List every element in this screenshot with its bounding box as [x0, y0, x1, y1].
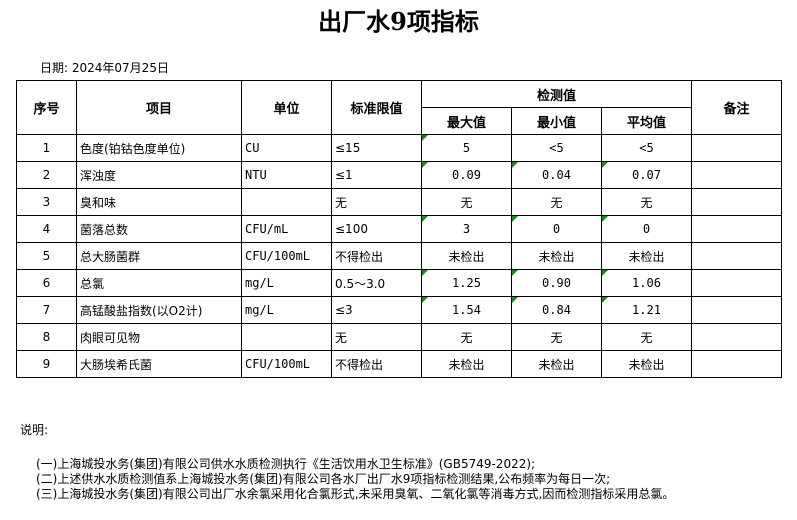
cell-avg: 1.21: [601, 296, 692, 324]
cell-max: 0.09: [421, 161, 512, 189]
cell-no: 6: [16, 269, 77, 297]
cell-limit: ≤15: [331, 134, 422, 162]
cell-no: 9: [16, 350, 77, 378]
cell-unit: CFU/100mL: [241, 350, 332, 378]
note-1: (一)上海城投水务(集团)有限公司供水水质检测执行《生活饮用水卫生标准》(GB5…: [36, 457, 536, 471]
cell-no: 5: [16, 242, 77, 270]
cell-unit: [241, 188, 332, 216]
cell-item: 总大肠菌群: [76, 242, 242, 270]
cell-no: 1: [16, 134, 77, 162]
cell-limit: ≤100: [331, 215, 422, 243]
cell-min: 未检出: [511, 350, 602, 378]
cell-min: <5: [511, 134, 602, 162]
cell-item: 高锰酸盐指数(以O2计): [76, 296, 242, 324]
header-measured: 检测值: [421, 80, 692, 108]
cell-no: 4: [16, 215, 77, 243]
cell-avg: 未检出: [601, 350, 692, 378]
table-row: 2 浑浊度 NTU ≤1 0.09 0.04 0.07: [16, 161, 782, 189]
cell-max: 1.25: [421, 269, 512, 297]
header-avg: 平均值: [601, 107, 692, 135]
cell-max: 1.54: [421, 296, 512, 324]
cell-unit: mg/L: [241, 269, 332, 297]
cell-limit: 不得检出: [331, 350, 422, 378]
cell-no: 3: [16, 188, 77, 216]
cell-unit: CFU/mL: [241, 215, 332, 243]
cell-min: 0.90: [511, 269, 602, 297]
cell-max: 未检出: [421, 350, 512, 378]
cell-limit: 无: [331, 188, 422, 216]
cell-max: 无: [421, 323, 512, 351]
report-date: 日期: 2024年07月25日: [40, 61, 169, 75]
cell-max: 3: [421, 215, 512, 243]
cell-item: 菌落总数: [76, 215, 242, 243]
table-row: 4 菌落总数 CFU/mL ≤100 3 0 0: [16, 215, 782, 243]
cell-limit: 0.5～3.0: [331, 269, 422, 297]
cell-unit: mg/L: [241, 296, 332, 324]
cell-remark: [691, 161, 782, 189]
cell-avg: 0: [601, 215, 692, 243]
cell-remark: [691, 296, 782, 324]
cell-avg: 未检出: [601, 242, 692, 270]
cell-limit: ≤1: [331, 161, 422, 189]
note-2: (二)上述供水水质检测值系上海城投水务(集团)有限公司各水厂出厂水9项指标检测结…: [36, 472, 611, 486]
cell-remark: [691, 242, 782, 270]
cell-item: 总氯: [76, 269, 242, 297]
cell-max: 无: [421, 188, 512, 216]
cell-avg: 无: [601, 323, 692, 351]
cell-remark: [691, 188, 782, 216]
cell-min: 无: [511, 188, 602, 216]
cell-item: 浑浊度: [76, 161, 242, 189]
cell-no: 8: [16, 323, 77, 351]
cell-remark: [691, 323, 782, 351]
cell-remark: [691, 350, 782, 378]
cell-max: 5: [421, 134, 512, 162]
cell-min: 0.84: [511, 296, 602, 324]
header-min: 最小值: [511, 107, 602, 135]
table-row: 7 高锰酸盐指数(以O2计) mg/L ≤3 1.54 0.84 1.21: [16, 296, 782, 324]
cell-unit: CU: [241, 134, 332, 162]
cell-limit: 不得检出: [331, 242, 422, 270]
note-3: (三)上海城投水务(集团)有限公司出厂水余氯采用化合氯形式,未采用臭氧、二氧化氯…: [36, 487, 675, 501]
cell-max: 未检出: [421, 242, 512, 270]
table-row: 9 大肠埃希氏菌 CFU/100mL 不得检出 未检出 未检出 未检出: [16, 350, 782, 378]
cell-avg: 1.06: [601, 269, 692, 297]
cell-remark: [691, 269, 782, 297]
cell-avg: 无: [601, 188, 692, 216]
cell-remark: [691, 134, 782, 162]
page-title: 出厂水9项指标: [318, 7, 479, 36]
cell-min: 未检出: [511, 242, 602, 270]
cell-item: 色度(铂钴色度单位): [76, 134, 242, 162]
cell-item: 肉眼可见物: [76, 323, 242, 351]
cell-avg: 0.07: [601, 161, 692, 189]
cell-unit: [241, 323, 332, 351]
notes-label: 说明:: [20, 423, 49, 437]
cell-limit: 无: [331, 323, 422, 351]
cell-item: 大肠埃希氏菌: [76, 350, 242, 378]
cell-unit: NTU: [241, 161, 332, 189]
cell-no: 7: [16, 296, 77, 324]
cell-limit: ≤3: [331, 296, 422, 324]
cell-min: 0.04: [511, 161, 602, 189]
header-no: 序号: [16, 80, 77, 135]
cell-unit: CFU/100mL: [241, 242, 332, 270]
table-row: 3 臭和味无无无无: [16, 188, 782, 216]
table-row: 6 总氯 mg/L 0.5～3.0 1.25 0.90 1.06: [16, 269, 782, 297]
table-row: 1 色度(铂钴色度单位) CU ≤15 5 <5 <5: [16, 134, 782, 162]
header-max: 最大值: [421, 107, 512, 135]
cell-remark: [691, 215, 782, 243]
header-limit: 标准限值: [331, 80, 422, 135]
cell-min: 0: [511, 215, 602, 243]
header-item: 项目: [76, 80, 242, 135]
cell-item: 臭和味: [76, 188, 242, 216]
water-quality-table: 序号 项目 单位 标准限值 检测值 备注 最大值 最小值 平均值 1 色度(铂钴色…: [16, 80, 782, 378]
cell-min: 无: [511, 323, 602, 351]
table-row: 8 肉眼可见物无无无无: [16, 323, 782, 351]
cell-no: 2: [16, 161, 77, 189]
cell-avg: <5: [601, 134, 692, 162]
table-row: 5 总大肠菌群 CFU/100mL 不得检出 未检出 未检出 未检出: [16, 242, 782, 270]
header-remark: 备注: [691, 80, 782, 135]
header-unit: 单位: [241, 80, 332, 135]
